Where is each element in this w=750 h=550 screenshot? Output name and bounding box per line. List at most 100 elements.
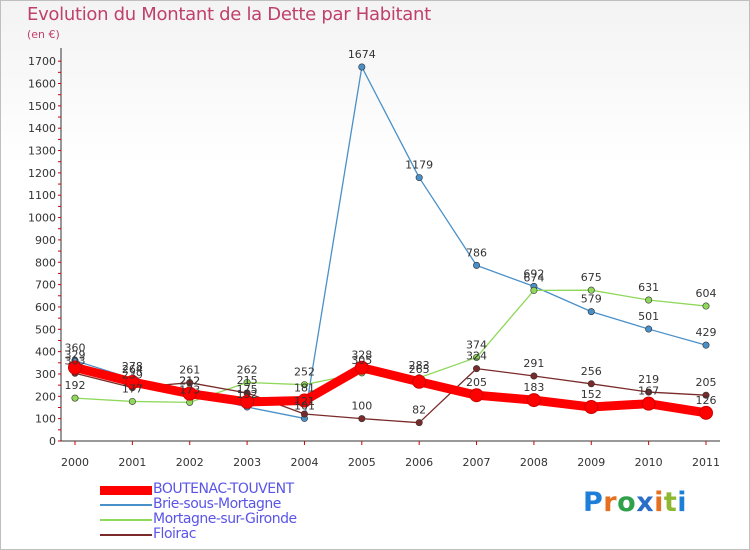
- data-point: [645, 325, 653, 333]
- data-label: 786: [466, 246, 487, 259]
- data-point: [297, 393, 312, 408]
- data-label: 329: [65, 348, 86, 361]
- data-point: [645, 296, 653, 304]
- logo-letter: r: [603, 487, 618, 518]
- data-point: [71, 394, 79, 402]
- x-tick-label: 2009: [577, 456, 605, 469]
- data-label: 501: [638, 310, 659, 323]
- data-label: 283: [409, 359, 430, 372]
- legend-swatch: [100, 504, 152, 506]
- data-point: [358, 415, 366, 423]
- data-label: 303: [65, 354, 86, 367]
- data-point: [587, 286, 595, 294]
- logo-letter: i: [654, 487, 664, 518]
- y-tick-label: 0: [49, 435, 56, 448]
- data-label: 100: [351, 400, 372, 413]
- data-label: 192: [65, 379, 86, 392]
- data-label: 173: [179, 383, 200, 396]
- logo-letter: i: [677, 487, 688, 518]
- data-label: 219: [638, 373, 659, 386]
- data-label: 278: [122, 360, 143, 373]
- data-label: 205: [466, 376, 487, 389]
- data-label: 177: [122, 382, 143, 395]
- legend-swatch: [100, 534, 152, 536]
- y-tick-label: 1000: [28, 212, 56, 225]
- data-label: 205: [696, 376, 717, 389]
- data-label: 328: [351, 349, 372, 362]
- data-point: [702, 302, 710, 310]
- y-tick-label: 1500: [28, 100, 56, 113]
- proxiti-logo: Proxiti: [583, 487, 687, 518]
- series-line: [74, 66, 707, 420]
- x-tick-label: 2004: [290, 456, 318, 469]
- y-tick-label: 500: [35, 323, 56, 336]
- data-label: 82: [412, 404, 426, 417]
- data-label: 256: [581, 365, 602, 378]
- data-label: 252: [294, 366, 315, 379]
- x-tick-label: 2008: [520, 456, 548, 469]
- y-tick-label: 400: [35, 346, 56, 359]
- data-label: 692: [523, 267, 544, 280]
- x-tick-label: 2007: [463, 456, 491, 469]
- legend-swatch: [100, 519, 152, 521]
- data-point: [699, 405, 713, 420]
- data-point: [128, 397, 136, 405]
- data-point: [240, 394, 255, 409]
- data-label: 324: [466, 350, 487, 363]
- data-label: 212: [179, 375, 200, 388]
- data-label: 152: [237, 388, 258, 401]
- legend-label: Brie-sous-Mortagne: [153, 496, 281, 512]
- data-label: 152: [581, 388, 602, 401]
- legend-label: BOUTENAC-TOUVENT: [153, 481, 294, 497]
- data-point: [243, 378, 251, 386]
- data-label: 101: [294, 399, 315, 412]
- data-point: [412, 374, 427, 389]
- data-label: 215: [237, 374, 258, 387]
- y-tick-label: 800: [35, 256, 56, 269]
- data-point: [473, 365, 481, 373]
- data-label: 1179: [405, 159, 433, 172]
- data-label: 360: [65, 342, 86, 355]
- data-label: 126: [696, 394, 717, 407]
- data-point: [358, 63, 366, 71]
- x-tick-label: 2006: [405, 456, 433, 469]
- data-point: [473, 261, 481, 269]
- data-point: [645, 388, 653, 396]
- data-label: 265: [409, 363, 430, 376]
- data-label: 291: [523, 357, 544, 370]
- data-point: [702, 391, 710, 399]
- x-tick-label: 2001: [118, 456, 146, 469]
- x-tick-label: 2000: [61, 456, 89, 469]
- data-label: 429: [696, 326, 717, 339]
- data-label: 121: [294, 395, 315, 408]
- series-line: [74, 367, 707, 424]
- data-point: [300, 410, 308, 418]
- y-tick-label: 1700: [28, 55, 56, 68]
- x-tick-label: 2005: [348, 456, 376, 469]
- x-tick-label: 2002: [176, 456, 204, 469]
- y-tick-label: 1600: [28, 78, 56, 91]
- data-label: 579: [581, 293, 602, 306]
- x-tick-label: 2003: [233, 456, 261, 469]
- y-tick-label: 1300: [28, 145, 56, 158]
- data-label: 604: [696, 287, 717, 300]
- data-point: [584, 400, 599, 415]
- data-point: [530, 286, 538, 294]
- data-label: 264: [122, 363, 143, 376]
- y-tick-label: 900: [35, 234, 56, 247]
- y-tick-label: 1200: [28, 167, 56, 180]
- data-label: 239: [122, 369, 143, 382]
- data-label: 631: [638, 281, 659, 294]
- data-label: 262: [237, 363, 258, 376]
- chart-title: Evolution du Montant de la Dette par Hab…: [27, 4, 431, 25]
- data-point: [641, 396, 656, 411]
- chart-subtitle: (en €): [27, 28, 60, 41]
- data-point: [469, 388, 484, 403]
- data-point: [415, 174, 423, 182]
- data-label: 305: [351, 354, 372, 367]
- y-tick-label: 100: [35, 413, 56, 426]
- data-label: 675: [581, 271, 602, 284]
- y-tick-label: 700: [35, 279, 56, 292]
- data-label: 212: [179, 375, 200, 388]
- data-point: [415, 419, 423, 427]
